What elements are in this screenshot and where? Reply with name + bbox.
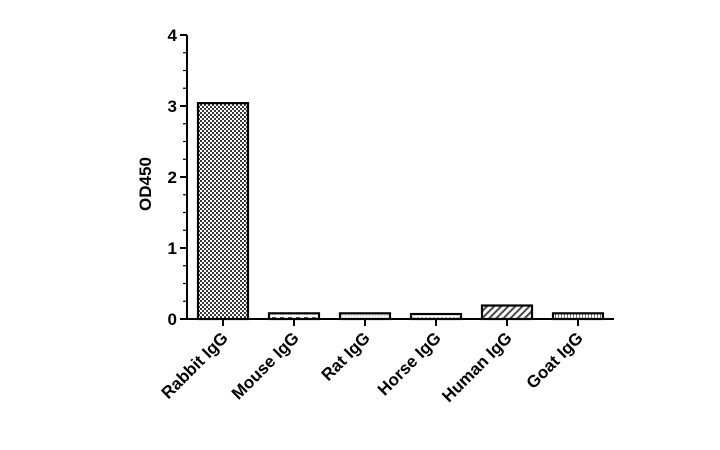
y-tick-label: 3 <box>168 97 177 116</box>
y-tick-labels: 0 1 2 3 4 <box>168 26 178 329</box>
y-tick-label: 0 <box>168 310 177 329</box>
y-axis-label: OD450 <box>136 157 155 211</box>
x-tick-label-human-igg: Human IgG <box>438 328 516 406</box>
bars-layer <box>196 102 605 321</box>
bar-human-igg <box>480 304 534 321</box>
x-tick-label-rabbit-igg: Rabbit IgG <box>158 328 232 402</box>
x-tick-label-horse-igg: Horse IgG <box>374 328 445 399</box>
axes-layer <box>180 34 614 326</box>
x-tick-label-rat-igg: Rat IgG <box>318 328 374 384</box>
y-tick-label: 1 <box>168 239 177 258</box>
y-tick-label: 2 <box>168 168 177 187</box>
bar-rabbit-igg <box>196 102 250 321</box>
x-tick-label-mouse-igg: Mouse IgG <box>228 328 303 403</box>
x-tick-label-goat-igg: Goat IgG <box>523 328 587 392</box>
y-tick-label: 4 <box>168 26 178 45</box>
